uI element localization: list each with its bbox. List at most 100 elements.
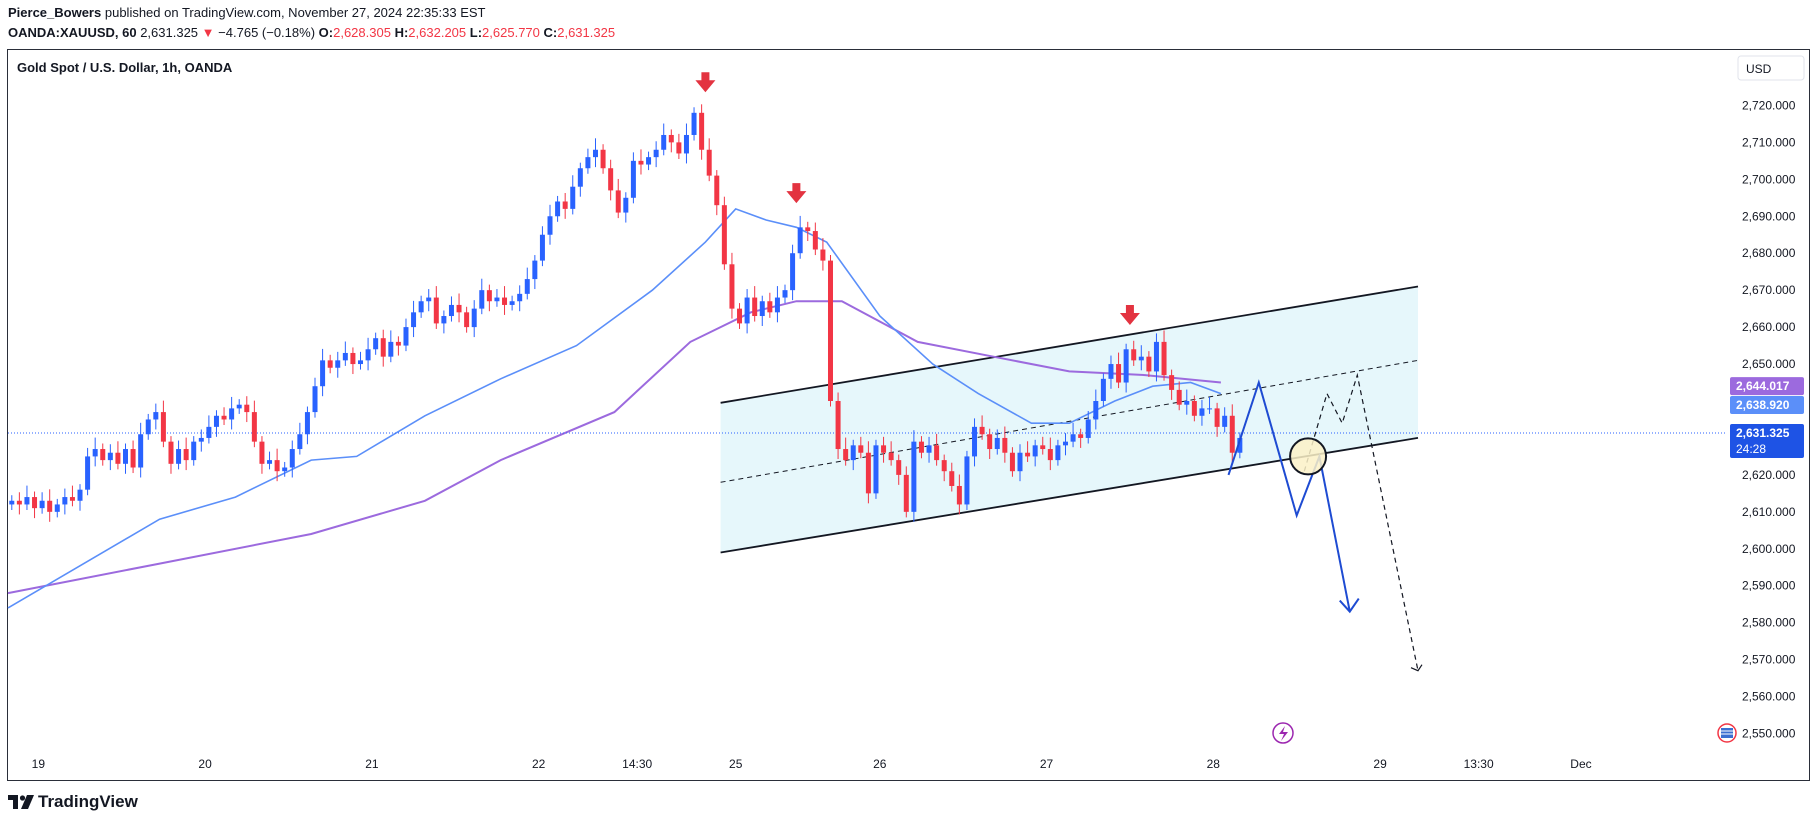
candle xyxy=(653,141,659,168)
candle-body xyxy=(941,460,947,472)
projection-dashed-arrowhead xyxy=(1410,664,1423,672)
price-tick-label: 2,590.000 xyxy=(1742,579,1796,593)
candle-body xyxy=(570,186,576,209)
time-tick-label: 26 xyxy=(873,757,887,771)
candle-body xyxy=(805,227,811,232)
drawings xyxy=(695,72,1423,672)
price-tick-label: 2,650.000 xyxy=(1742,357,1796,371)
candle-body xyxy=(509,301,515,305)
candle-body xyxy=(979,426,985,435)
candle-body xyxy=(486,290,492,302)
open-label: O: xyxy=(318,25,334,40)
symbol-label: OANDA:XAUUSD, 60 xyxy=(8,25,137,40)
candle-body xyxy=(85,456,91,490)
candle-body xyxy=(1116,364,1122,383)
price-tick-label: 2,680.000 xyxy=(1742,246,1796,260)
candle-body xyxy=(494,297,500,302)
candle-body xyxy=(1100,378,1106,401)
candle-body xyxy=(911,441,917,512)
candle xyxy=(934,433,940,466)
candle-body xyxy=(623,197,629,213)
candle-body xyxy=(592,149,598,158)
high-value: 2,632.205 xyxy=(408,25,467,40)
candle-body xyxy=(888,452,894,461)
candle xyxy=(509,295,515,311)
candle xyxy=(1009,447,1015,477)
candle xyxy=(592,138,598,168)
ma-slow-badge xyxy=(1730,377,1804,396)
candle-body xyxy=(1184,401,1190,405)
candle-body xyxy=(282,467,288,472)
candle-body xyxy=(668,134,674,143)
candle-body xyxy=(790,253,796,291)
candle xyxy=(267,451,273,470)
brand-name: TradingView xyxy=(38,792,138,811)
candle xyxy=(24,485,30,510)
candle xyxy=(1191,395,1197,422)
time-tick-label: 20 xyxy=(198,757,212,771)
candle-body xyxy=(729,264,735,309)
sell-arrow-icon xyxy=(1119,305,1140,326)
candle xyxy=(646,151,652,171)
price-tick-label: 2,550.000 xyxy=(1742,727,1796,741)
candle xyxy=(683,123,689,164)
lightning-icon[interactable] xyxy=(1272,722,1294,744)
candle-body xyxy=(1229,415,1235,453)
candle-body xyxy=(395,341,401,346)
candle xyxy=(327,354,333,374)
candle-body xyxy=(562,201,568,209)
time-axis[interactable]: 19 20 21 22 14:30 25 26 27 28 29 13:30 Dec xyxy=(32,757,1592,771)
candle xyxy=(236,399,242,414)
candle xyxy=(972,418,978,467)
candle-body xyxy=(433,297,439,324)
candle-body xyxy=(183,449,189,461)
candle xyxy=(92,437,98,467)
price-tick-label: 2,710.000 xyxy=(1742,135,1796,149)
candle-body xyxy=(547,216,553,235)
candle-body xyxy=(1002,437,1008,453)
candle-body xyxy=(1169,375,1175,390)
candle-body xyxy=(39,500,45,509)
candle xyxy=(949,462,955,492)
candle-body xyxy=(502,297,508,305)
projection-solid-path xyxy=(1227,379,1351,612)
candle-body xyxy=(456,304,462,313)
flag-icon[interactable] xyxy=(1717,723,1737,743)
candle xyxy=(941,454,947,482)
candle-body xyxy=(714,175,720,206)
candle xyxy=(380,329,386,367)
candle-body xyxy=(820,249,826,261)
candle xyxy=(297,422,303,455)
candle-body xyxy=(524,279,530,294)
publish-info: Pierce_Bowers published on TradingView.c… xyxy=(8,4,485,21)
time-tick-label: 14:30 xyxy=(622,757,652,771)
candle-body xyxy=(926,445,932,453)
candle-body xyxy=(752,297,758,317)
candle xyxy=(918,436,924,459)
time-tick-label: 27 xyxy=(1040,757,1054,771)
channel-layer xyxy=(720,285,1419,554)
candle xyxy=(577,162,583,197)
candle-body xyxy=(1123,349,1129,383)
brand[interactable]: TradingView xyxy=(8,792,138,812)
candle xyxy=(615,178,621,219)
price-axis[interactable]: 2,550.000 2,560.000 2,570.000 2,580.000 2,59… xyxy=(1730,61,1804,741)
candle xyxy=(62,488,68,515)
ma-fast-badge xyxy=(1730,395,1804,414)
candle-body xyxy=(1222,415,1228,427)
candle xyxy=(1055,439,1061,466)
candle-body xyxy=(380,338,386,357)
candle xyxy=(570,175,576,215)
candle-body xyxy=(721,205,727,265)
candle xyxy=(198,429,204,452)
currency-button[interactable]: USD xyxy=(1737,55,1805,81)
candle xyxy=(77,484,83,511)
candle-body xyxy=(683,134,689,154)
candle xyxy=(115,441,121,470)
candle xyxy=(183,437,189,471)
author-name[interactable]: Pierce_Bowers xyxy=(8,5,102,20)
candle-body xyxy=(69,497,75,501)
candle-body xyxy=(676,142,682,154)
candle xyxy=(1199,399,1205,426)
